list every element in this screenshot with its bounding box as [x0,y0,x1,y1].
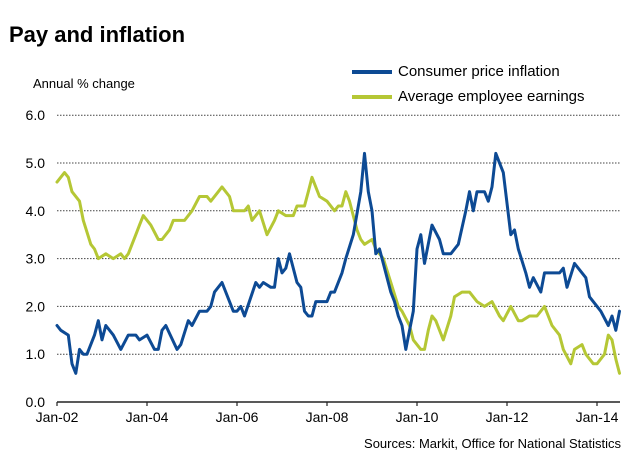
x-tick-label: Jan-14 [576,409,619,425]
x-tick-label: Jan-06 [216,409,259,425]
legend-item-earnings: Average employee earnings [352,88,585,105]
y-tick-label: 3.0 [26,251,46,267]
series-line-consumer-price-inflation [55,151,621,375]
legend-swatch [352,94,392,99]
y-tick-label: 5.0 [26,155,46,171]
y-axis-label: Annual % change [33,76,135,91]
legend-swatch [352,69,392,74]
chart-title: Pay and inflation [9,22,186,47]
legend-label: Average employee earnings [398,88,585,105]
x-tick-label: Jan-10 [396,409,439,425]
legend-label: Consumer price inflation [398,63,560,80]
x-tick-label: Jan-02 [36,409,79,425]
y-tick-label: 4.0 [26,203,46,219]
source-note: Sources: Markit, Office for National Sta… [364,436,621,451]
y-tick-label: 6.0 [26,107,46,123]
series-line-average-employee-earnings [55,171,621,375]
x-tick-label: Jan-04 [126,409,169,425]
y-tick-label: 0.0 [26,394,46,410]
y-tick-label: 2.0 [26,298,46,314]
legend-item-cpi: Consumer price inflation [352,63,560,80]
x-tick-label: Jan-08 [306,409,349,425]
x-tick-label: Jan-12 [486,409,529,425]
y-tick-label: 1.0 [26,346,46,362]
